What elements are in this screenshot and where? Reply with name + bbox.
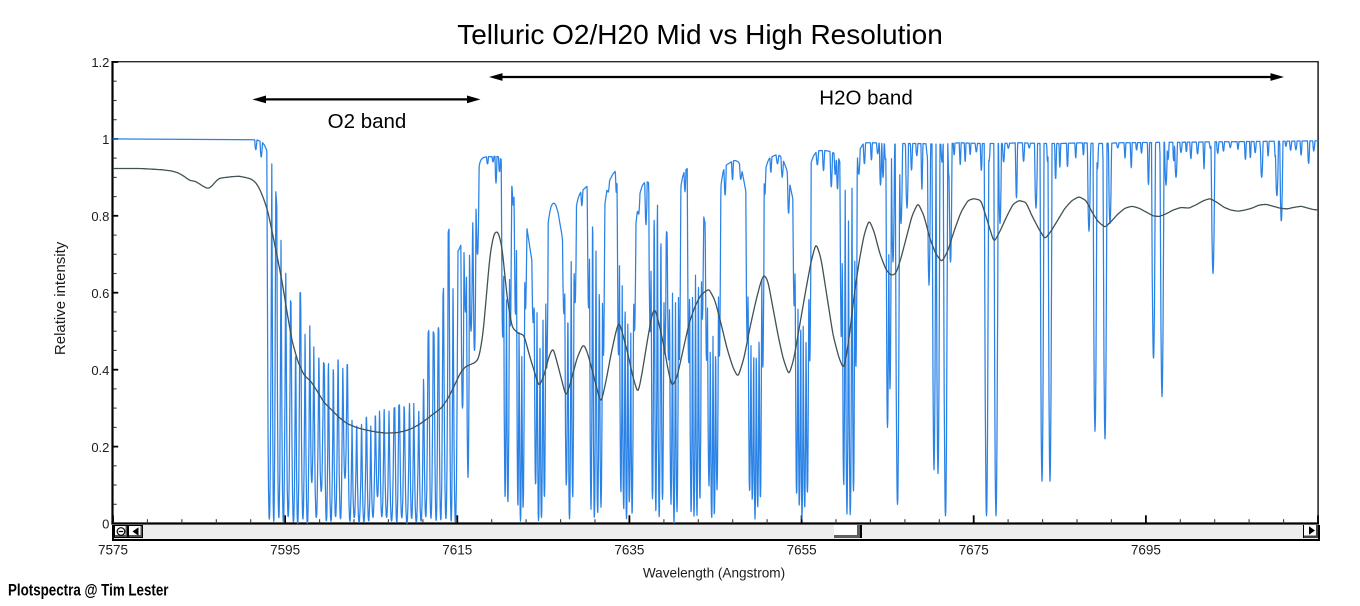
svg-text:7675: 7675 — [959, 543, 989, 558]
svg-text:0.2: 0.2 — [91, 440, 109, 455]
svg-text:1.2: 1.2 — [91, 55, 109, 70]
svg-text:Telluric O2/H20 Mid vs High Re: Telluric O2/H20 Mid vs High Resolution — [457, 19, 943, 50]
svg-text:7635: 7635 — [614, 543, 644, 558]
svg-text:Wavelength (Angstrom): Wavelength (Angstrom) — [643, 566, 785, 581]
svg-text:7575: 7575 — [98, 543, 128, 558]
svg-text:Relative intensity: Relative intensity — [52, 241, 69, 355]
svg-text:O2 band: O2 band — [328, 110, 407, 133]
svg-text:Plotspectra @ Tim Lester: Plotspectra @ Tim Lester — [8, 581, 169, 600]
svg-text:H2O band: H2O band — [819, 87, 912, 110]
svg-text:0.4: 0.4 — [91, 363, 109, 378]
svg-text:0.8: 0.8 — [91, 209, 109, 224]
svg-text:0: 0 — [102, 517, 109, 532]
svg-text:0.6: 0.6 — [91, 286, 109, 301]
svg-text:7695: 7695 — [1131, 543, 1161, 558]
svg-text:7615: 7615 — [442, 543, 472, 558]
svg-text:1: 1 — [102, 132, 109, 147]
svg-text:7595: 7595 — [270, 543, 300, 558]
svg-text:7655: 7655 — [787, 543, 817, 558]
